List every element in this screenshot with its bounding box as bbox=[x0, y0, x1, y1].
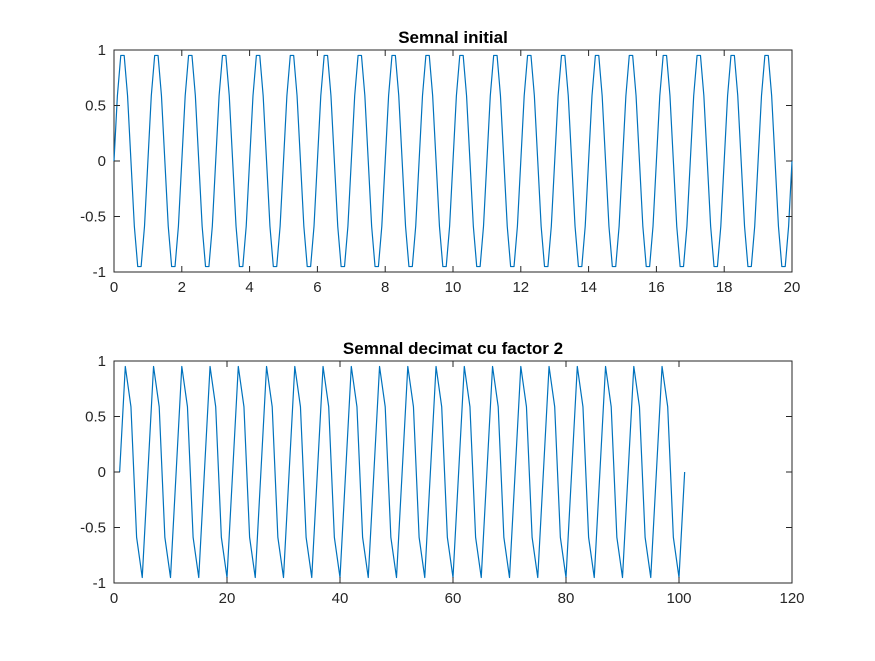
y-tick-label: 1 bbox=[98, 42, 106, 59]
plot-title: Semnal decimat cu factor 2 bbox=[343, 339, 563, 358]
x-tick-label: 40 bbox=[332, 590, 349, 607]
x-tick-label: 0 bbox=[110, 279, 118, 296]
y-tick-label: -0.5 bbox=[80, 209, 106, 226]
x-tick-label: 10 bbox=[445, 279, 462, 296]
y-tick-label: 1 bbox=[98, 353, 106, 370]
y-tick-label: 0 bbox=[98, 464, 106, 481]
x-tick-label: 20 bbox=[784, 279, 801, 296]
x-axis: 0 20 40 60 80 100 120 bbox=[110, 361, 805, 607]
plot-title: Semnal initial bbox=[398, 28, 508, 47]
x-tick-label: 18 bbox=[716, 279, 733, 296]
x-tick-label: 100 bbox=[666, 590, 691, 607]
y-tick-label: 0.5 bbox=[85, 409, 106, 426]
x-axis: 0 2 4 6 8 10 12 14 16 18 20 bbox=[110, 50, 801, 296]
x-tick-label: 16 bbox=[648, 279, 665, 296]
y-tick-label: -1 bbox=[93, 264, 106, 281]
x-tick-label: 14 bbox=[580, 279, 597, 296]
y-tick-label: 0.5 bbox=[85, 98, 106, 115]
subplot-decimated-signal: Semnal decimat cu factor 2 0 20 40 60 80 100 1… bbox=[80, 339, 804, 607]
y-axis: -1 -0.5 0 0.5 1 bbox=[80, 353, 792, 592]
x-tick-label: 60 bbox=[445, 590, 462, 607]
x-tick-label: 12 bbox=[512, 279, 529, 296]
x-tick-label: 80 bbox=[558, 590, 575, 607]
x-tick-label: 4 bbox=[245, 279, 253, 296]
plot-area bbox=[113, 360, 793, 584]
x-tick-label: 2 bbox=[178, 279, 186, 296]
signal-line bbox=[113, 54, 793, 268]
x-tick-label: 8 bbox=[381, 279, 389, 296]
x-tick-label: 6 bbox=[313, 279, 321, 296]
x-tick-label: 120 bbox=[779, 590, 804, 607]
subplot-initial-signal: Semnal initial 0 2 4 6 8 10 12 14 16 18 20 -1-0.50… bbox=[80, 28, 800, 296]
y-axis: -1 -0.5 0 0.5 1 bbox=[80, 42, 792, 281]
x-tick-label: 20 bbox=[219, 590, 236, 607]
x-tick-label: 0 bbox=[110, 590, 118, 607]
y-tick-label: -1 bbox=[93, 575, 106, 592]
decimated-signal-line bbox=[119, 365, 686, 579]
y-tick-label: -0.5 bbox=[80, 520, 106, 537]
y-tick-label: 0 bbox=[98, 153, 106, 170]
